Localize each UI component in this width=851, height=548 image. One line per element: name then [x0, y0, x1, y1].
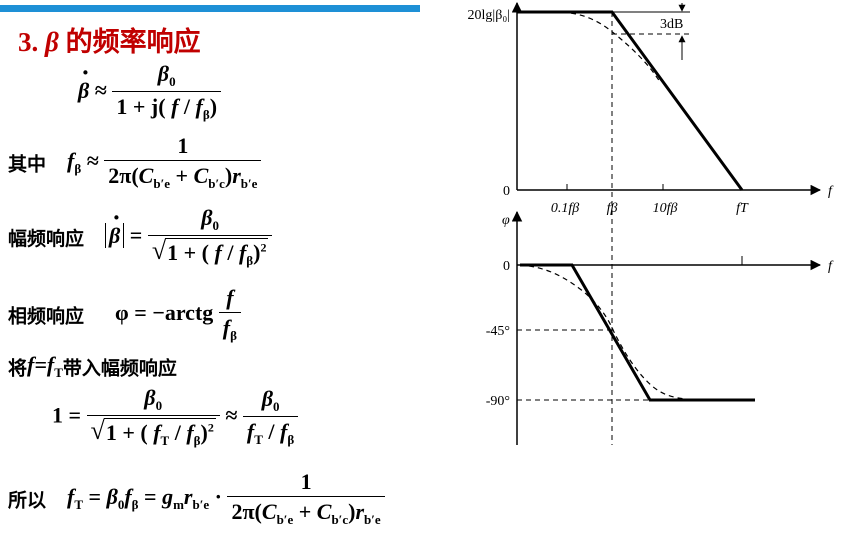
formula-f-beta: 其中 fβ ≈ 1 2π(Cb′e + Cb′c)rb′e	[8, 133, 262, 192]
formula-unity-gain: 1 = β0 √ 1 + ( fT / fβ)2 ≈ β0 fT / fβ	[52, 385, 299, 449]
phase-tick-0: 0	[503, 259, 510, 274]
substitute-eq: f=f	[27, 352, 55, 377]
magnitude-asymptote	[517, 10, 744, 191]
top-accent-bar	[0, 5, 420, 12]
label-qizhong: 其中	[8, 153, 47, 176]
magnitude-actual-curve	[516, 11, 661, 83]
phase-tick-minus45: -45°	[486, 324, 510, 339]
substitute-sub: T	[54, 365, 63, 380]
magnitude-x-label: f	[828, 184, 834, 199]
tick-label-0-1f-beta: 0.1fβ	[551, 201, 579, 216]
formula-f-t: 所以 fT = β0fβ = gmrb′e · 1 2π(Cb′e + Cb′c)…	[8, 469, 385, 528]
label-substitute: 带入幅频响应	[62, 357, 177, 380]
3db-label: 3dB	[660, 17, 683, 32]
phase-asymptote	[520, 263, 755, 402]
tick-label-f-beta: fβ	[607, 201, 618, 216]
label-phase: 相频响应	[8, 305, 85, 328]
section-number: 3.	[18, 27, 39, 57]
tick-label-10f-beta: 10fβ	[653, 201, 678, 216]
formula-beta-transfer: β ≈ β01 + j( f / fβ)	[78, 58, 222, 123]
label-suoyi: 所以	[8, 489, 47, 512]
section-heading: 3. β 的频率响应	[18, 20, 201, 59]
magnitude-y-label: 20lg|β₀|	[468, 8, 511, 23]
beta-symbol: β	[45, 27, 59, 57]
phase-y-label: φ	[502, 213, 510, 228]
tick-label-f-t: fT	[736, 201, 749, 216]
formula-phase-response: 相频响应 φ = −arctg f fβ	[8, 285, 241, 344]
substitute-line: 将f=fT带入幅频响应	[8, 352, 177, 381]
phase-actual-curve	[519, 264, 701, 401]
phase-x-label: f	[828, 259, 834, 274]
section-title: 的频率响应	[65, 27, 201, 57]
label-jiang: 将	[8, 357, 28, 380]
magnitude-zero-label: 0	[503, 184, 510, 199]
label-amplitude: 幅频响应	[8, 228, 85, 251]
phase-tick-minus90: -90°	[486, 394, 510, 409]
formula-amplitude-response: 幅频响应 β = β0√1 + ( f / fβ)2	[8, 203, 273, 269]
